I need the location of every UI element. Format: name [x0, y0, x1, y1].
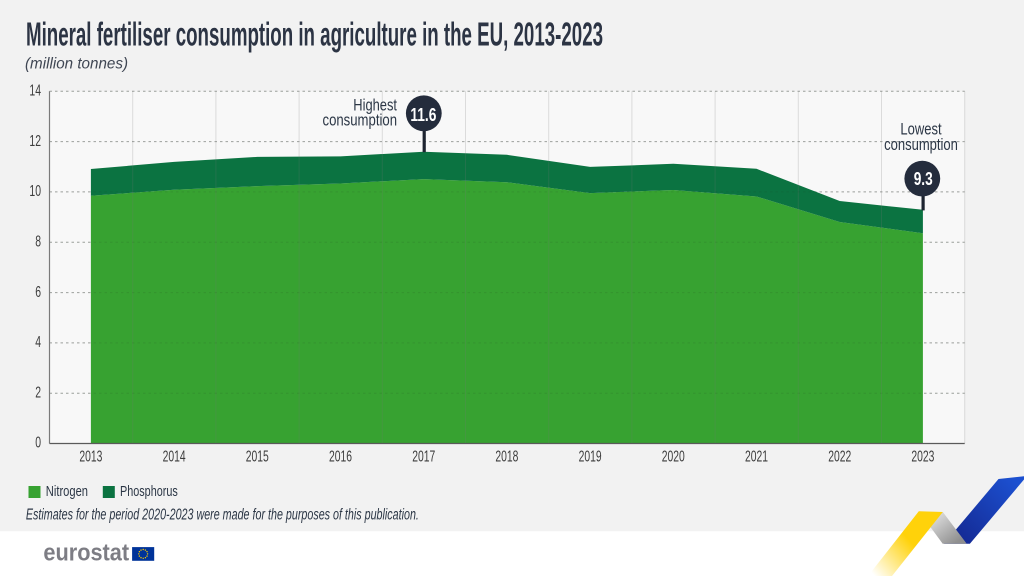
- svg-text:2015: 2015: [246, 449, 269, 466]
- svg-text:eurostat: eurostat: [43, 539, 129, 566]
- svg-text:Mineral fertiliser consumption: Mineral fertiliser consumption in agricu…: [26, 16, 603, 53]
- svg-text:2023: 2023: [911, 449, 934, 466]
- svg-text:11.6: 11.6: [410, 104, 436, 125]
- svg-text:6: 6: [35, 284, 41, 301]
- svg-text:Lowest: Lowest: [900, 119, 941, 138]
- svg-text:2022: 2022: [828, 449, 851, 466]
- svg-text:10: 10: [29, 183, 41, 200]
- svg-text:Nitrogen: Nitrogen: [46, 483, 88, 500]
- svg-text:consumption: consumption: [323, 110, 398, 129]
- svg-text:2013: 2013: [79, 449, 102, 466]
- svg-text:0: 0: [35, 435, 41, 452]
- svg-text:(million tonnes): (million tonnes): [25, 56, 128, 73]
- svg-text:2020: 2020: [662, 449, 685, 466]
- svg-text:2: 2: [35, 384, 41, 401]
- svg-text:8: 8: [35, 233, 41, 250]
- svg-text:2016: 2016: [329, 449, 352, 466]
- svg-text:Phosphorus: Phosphorus: [120, 483, 178, 500]
- svg-text:2018: 2018: [495, 449, 518, 466]
- svg-text:14: 14: [29, 83, 41, 100]
- svg-text:consumption: consumption: [884, 135, 958, 154]
- svg-text:2014: 2014: [163, 449, 186, 466]
- svg-text:9.3: 9.3: [914, 169, 933, 189]
- svg-text:4: 4: [35, 334, 41, 351]
- svg-text:Highest: Highest: [353, 96, 397, 115]
- svg-text:12: 12: [29, 133, 41, 150]
- svg-text:2019: 2019: [579, 449, 602, 466]
- svg-text:2017: 2017: [412, 449, 435, 466]
- svg-text:2021: 2021: [745, 449, 768, 466]
- svg-text:Estimates for the period 2020-: Estimates for the period 2020-2023 were …: [26, 507, 419, 524]
